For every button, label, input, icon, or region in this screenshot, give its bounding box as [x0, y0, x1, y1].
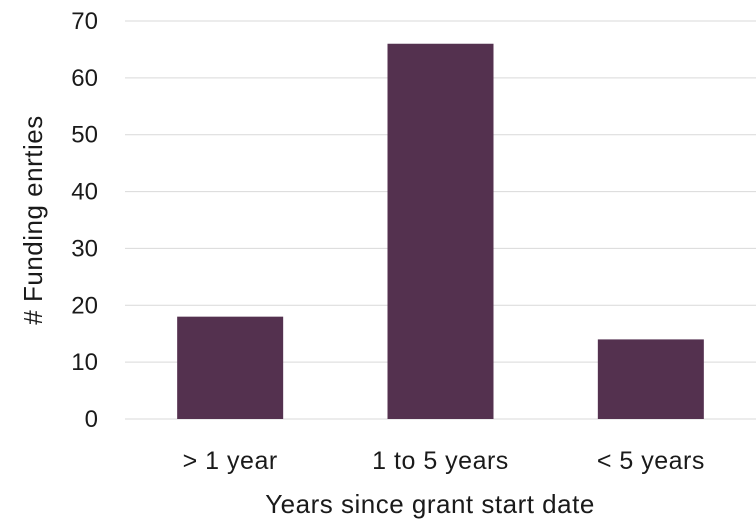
x-category-label: < 5 years [597, 447, 705, 475]
y-tick-label: 30 [71, 235, 98, 262]
y-tick-label: 50 [71, 122, 98, 149]
y-tick-label: 20 [71, 292, 98, 319]
bar-1 [387, 43, 494, 419]
y-axis-ticks: 0 10 20 30 40 50 60 70 [71, 8, 98, 433]
bar-2 [597, 339, 704, 419]
x-axis-categories: > 1 year 1 to 5 years < 5 years [183, 447, 705, 475]
y-tick-label: 10 [71, 349, 98, 376]
y-axis-title: # Funding enrties [18, 115, 48, 324]
y-tick-label: 0 [85, 406, 98, 433]
bars [177, 43, 704, 419]
y-tick-label: 40 [71, 179, 98, 206]
x-axis-title: Years since grant start date [265, 489, 595, 519]
bar-0 [177, 316, 284, 419]
y-tick-label: 70 [71, 8, 98, 35]
x-category-label: 1 to 5 years [372, 447, 509, 475]
x-category-label: > 1 year [183, 447, 278, 475]
y-tick-label: 60 [71, 65, 98, 92]
